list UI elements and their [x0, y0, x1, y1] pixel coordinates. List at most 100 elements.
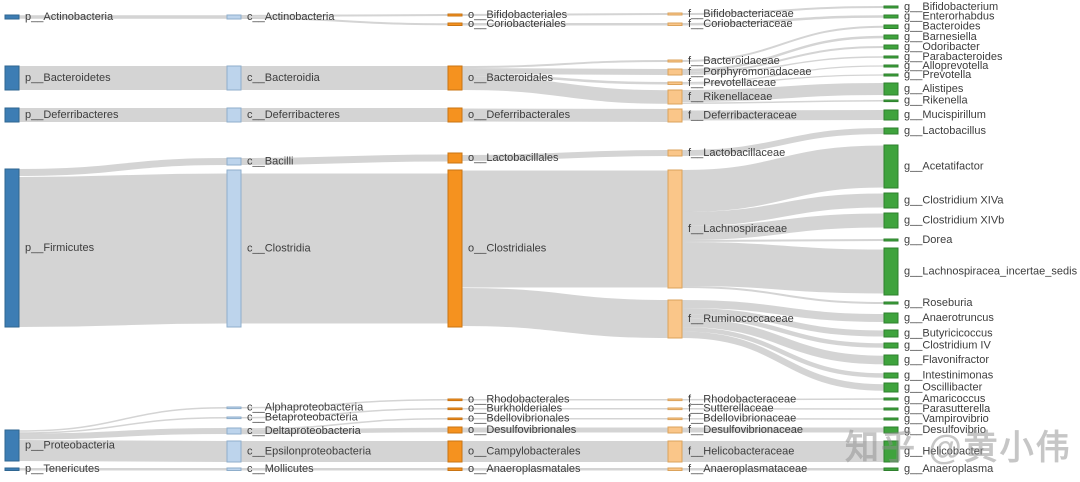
- node-fCorio: [667, 22, 683, 26]
- label-fCorio: f__Coriobacteriaceae: [688, 18, 793, 30]
- link-pFirm-cClostridia: [18, 173, 228, 327]
- node-gRoseburia: [883, 301, 899, 305]
- label-gCloXIVa: g__Clostridium XIVa: [904, 194, 1004, 206]
- node-gPrevotella: [883, 73, 899, 77]
- label-fHelico: f__Helicobacteraceae: [688, 445, 794, 457]
- label-oDeferri: o__Deferribacterales: [468, 109, 571, 121]
- label-gLactobacillus: g__Lactobacillus: [904, 125, 986, 137]
- link-fLachno-gRoseburia: [681, 286, 885, 304]
- label-gDorea: g__Dorea: [904, 234, 953, 246]
- node-oBifido: [447, 13, 463, 17]
- node-gLactobacillus: [883, 127, 899, 135]
- label-oAnaero: o__Anaeroplasmatales: [468, 463, 581, 475]
- label-pBacter: p__Bacteroidetes: [25, 72, 111, 84]
- node-gVampirovibrio: [883, 417, 899, 421]
- label-gAcetatifactor: g__Acetatifactor: [904, 160, 984, 172]
- node-oBacteroidales: [447, 65, 463, 91]
- label-gCloIV: g__Clostridium IV: [904, 339, 991, 351]
- node-gIntestini: [883, 372, 899, 379]
- label-gVampirovibrio: g__Vampirovibrio: [904, 413, 989, 425]
- link-fLacto-gLactobacillus: [681, 128, 885, 156]
- label-gBacteroides: g__Bacteroides: [904, 21, 981, 33]
- label-fRhodo: f__Rhodobacteraceae: [688, 394, 796, 406]
- label-gAnaeroplasma: g__Anaeroplasma: [904, 463, 994, 475]
- label-gEntero: g__Enterorhabdus: [904, 10, 995, 22]
- link-fDeferri-gMucispirillum: [681, 110, 885, 121]
- node-gButyrici: [883, 329, 899, 338]
- link-fLachno-gDorea: [681, 239, 885, 242]
- node-gBacteroides: [883, 24, 899, 29]
- label-cAlpha: c__Alphaproteobacteria: [247, 402, 364, 414]
- label-oDesulfo: o__Desulfovibrionales: [468, 424, 577, 436]
- node-fAnaero: [667, 467, 683, 471]
- link-fRumino-gButyrici: [681, 308, 885, 337]
- label-fRiken: f__Rikenellaceae: [688, 91, 772, 103]
- label-fDeferri: f__Deferribacteraceae: [688, 109, 797, 121]
- label-oCampylo: o__Campylobacterales: [468, 445, 581, 457]
- link-pProteo-cBeta: [18, 416, 228, 434]
- label-gDesulfovibrio: g__Desulfovibrio: [904, 424, 986, 436]
- link-cDelta-oBdello: [240, 417, 449, 430]
- label-gLachnoIS: g__Lachnospiracea_incertae_sedis: [904, 265, 1078, 277]
- node-cBeta: [226, 416, 242, 420]
- node-oCorio: [447, 22, 463, 26]
- node-gDesulfovibrio: [883, 426, 899, 434]
- node-fPorphy: [667, 68, 683, 76]
- link-fPorphy-gParabact: [681, 56, 885, 75]
- node-gFlavoni: [883, 354, 899, 366]
- link-fRiken-gRikenella: [681, 99, 885, 104]
- label-gAmaricoccus: g__Amaricoccus: [904, 393, 986, 405]
- node-gCloIV: [883, 342, 899, 349]
- link-oBacteroidales-fRiken: [461, 76, 669, 104]
- label-gPrevotella: g__Prevotella: [904, 69, 972, 81]
- node-gBarnes: [883, 34, 899, 40]
- node-gParabact: [883, 55, 899, 59]
- label-gRoseburia: g__Roseburia: [904, 297, 973, 309]
- node-fRumino: [667, 299, 683, 339]
- link-oClostridiales-fRumino: [461, 288, 669, 338]
- label-cBacteroidia: c__Bacteroidia: [247, 72, 321, 84]
- node-gAnaeroplasma: [883, 467, 899, 471]
- label-fBdello: f__Bdellovibrionaceae: [688, 413, 796, 425]
- label-fAnaero: f__Anaeroplasmataceae: [688, 463, 807, 475]
- label-gOscilli: g__Oscillibacter: [904, 381, 983, 393]
- label-cEpsilon: c__Epsilonproteobacteria: [247, 445, 372, 457]
- node-fLachno: [667, 169, 683, 289]
- label-gBarnes: g__Barnesiella: [904, 31, 978, 43]
- link-fLachno-gCloXIVb: [681, 213, 885, 240]
- link-pProteo-cAlpha: [18, 406, 228, 432]
- node-cActino: [226, 14, 242, 20]
- label-fRumino: f__Ruminococcaceae: [688, 313, 794, 325]
- label-gHelicobacter: g__Helicobacter: [904, 445, 984, 457]
- label-gAnaerotruncus: g__Anaerotruncus: [904, 312, 994, 324]
- node-cBacilli: [226, 157, 242, 166]
- node-fSutter: [667, 407, 683, 411]
- node-gAnaerotruncus: [883, 312, 899, 324]
- link-fRiken-gAlistipes: [681, 83, 885, 102]
- label-cDelta: c__Deltaproteobacteria: [247, 425, 362, 437]
- label-oLacto: o__Lactobacillales: [468, 152, 559, 164]
- label-oRhodo: o__Rhodobacterales: [468, 394, 570, 406]
- label-fPrevo: f__Prevotellaceae: [688, 77, 776, 89]
- node-oLacto: [447, 152, 463, 164]
- link-fBacteroidaceae-gBacteroides: [681, 25, 885, 62]
- label-oBifido: o__Bifidobacteriales: [468, 9, 568, 21]
- node-oClostridiales: [447, 169, 463, 328]
- node-gBifido: [883, 5, 899, 9]
- label-gParasutterella: g__Parasutterella: [904, 403, 991, 415]
- node-gCloXIVa: [883, 192, 899, 209]
- label-fPorphy: f__Porphyromonadaceae: [688, 66, 812, 78]
- link-fLachno-gAcetatifactor: [681, 145, 885, 212]
- node-fLacto: [667, 149, 683, 157]
- node-oDeferri: [447, 107, 463, 123]
- label-fLacto: f__Lactobacillaceae: [688, 147, 785, 159]
- link-cActino-oBifido: [240, 14, 449, 17]
- label-cBeta: c__Betaproteobacteria: [247, 412, 359, 424]
- node-fHelico: [667, 440, 683, 463]
- link-fRhodo-gAmaricoccus: [681, 398, 885, 401]
- link-fBifido-gBifido: [681, 6, 885, 15]
- node-fDeferri: [667, 108, 683, 123]
- link-pProteo-cDelta: [18, 428, 228, 440]
- label-gBifido: g__Bifidobacterium: [904, 1, 998, 13]
- label-oCorio: o__Coriobacteriales: [468, 18, 566, 30]
